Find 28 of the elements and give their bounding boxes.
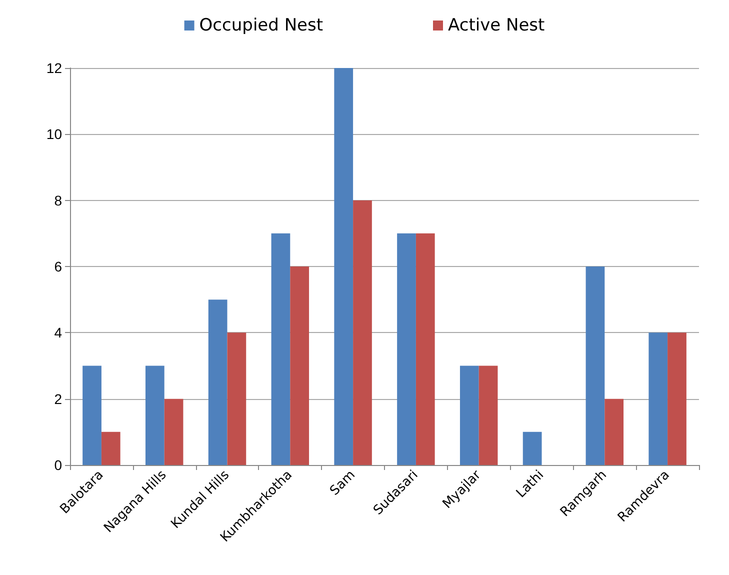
bar bbox=[271, 233, 290, 465]
bar bbox=[82, 366, 102, 465]
legend-label: Occupied Nest bbox=[199, 16, 324, 36]
bar bbox=[522, 432, 542, 465]
legend-label: Active Nest bbox=[448, 16, 546, 36]
y-tick-label: 12 bbox=[46, 60, 62, 76]
bar bbox=[164, 398, 184, 465]
bar bbox=[586, 266, 605, 465]
bar bbox=[145, 366, 164, 465]
bar bbox=[460, 366, 479, 465]
bar bbox=[397, 233, 416, 465]
bar bbox=[208, 300, 228, 465]
bar bbox=[478, 366, 498, 465]
y-tick-label: 2 bbox=[54, 390, 62, 407]
bar bbox=[604, 398, 624, 465]
bar bbox=[290, 266, 310, 465]
y-tick-label: 0 bbox=[54, 457, 62, 473]
bar bbox=[227, 332, 246, 465]
bar bbox=[416, 233, 435, 465]
y-tick-label: 10 bbox=[46, 126, 62, 142]
bar bbox=[353, 200, 372, 465]
bar bbox=[101, 432, 120, 465]
bar bbox=[334, 68, 354, 465]
y-tick-label: 4 bbox=[54, 324, 62, 341]
bar bbox=[648, 332, 668, 465]
bar bbox=[668, 332, 686, 465]
y-tick-label: 6 bbox=[54, 258, 62, 274]
y-tick-label: 8 bbox=[54, 192, 62, 208]
